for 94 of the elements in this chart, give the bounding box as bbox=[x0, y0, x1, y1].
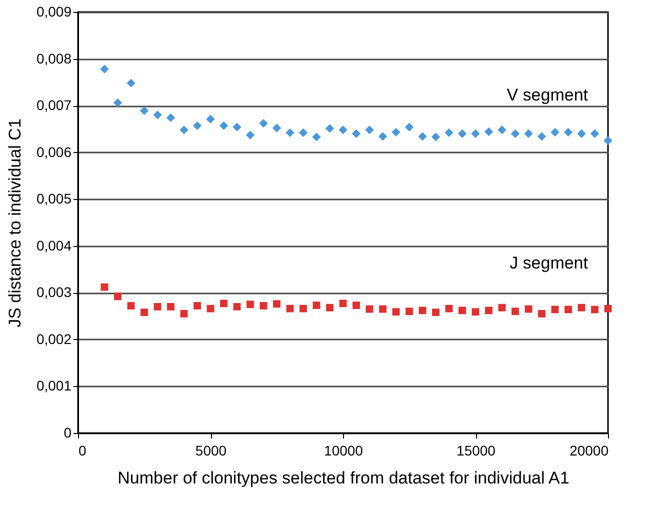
point bbox=[604, 304, 612, 312]
point bbox=[444, 128, 454, 138]
point bbox=[591, 306, 598, 314]
point bbox=[604, 136, 612, 145]
point bbox=[100, 64, 109, 74]
point bbox=[458, 129, 467, 138]
point bbox=[432, 308, 440, 316]
point bbox=[260, 302, 268, 310]
y-tick-label: 0,005 bbox=[36, 190, 72, 207]
point bbox=[154, 302, 162, 310]
point bbox=[378, 132, 388, 141]
point bbox=[325, 124, 334, 133]
point bbox=[510, 129, 520, 138]
point bbox=[498, 304, 506, 312]
point bbox=[392, 308, 400, 316]
point bbox=[484, 127, 494, 136]
point bbox=[392, 128, 400, 137]
point bbox=[339, 300, 347, 308]
point bbox=[352, 302, 360, 310]
point bbox=[471, 129, 480, 138]
point bbox=[140, 308, 148, 316]
x-axis-title: Number of clonitypes selected from dataset for individual A1 bbox=[118, 468, 570, 488]
x-tick-label: 10000 bbox=[324, 442, 364, 458]
y-tick-label: 0,002 bbox=[36, 330, 72, 347]
x-tick-label: 20000 bbox=[570, 442, 609, 458]
y-tick-label: 0,008 bbox=[36, 50, 72, 66]
point bbox=[418, 132, 427, 141]
point bbox=[180, 126, 188, 134]
point bbox=[326, 304, 334, 312]
y-tick-label: 0,009 bbox=[36, 4, 72, 20]
x-tick-label: 15000 bbox=[456, 442, 496, 458]
point bbox=[445, 304, 453, 312]
point bbox=[113, 98, 122, 108]
point bbox=[206, 114, 215, 124]
point bbox=[273, 300, 280, 308]
point bbox=[564, 306, 572, 314]
series-label: J segment bbox=[510, 254, 588, 273]
point bbox=[472, 308, 480, 316]
point bbox=[298, 128, 308, 138]
point bbox=[167, 302, 174, 310]
point bbox=[485, 306, 492, 314]
point bbox=[140, 106, 149, 116]
point bbox=[498, 126, 506, 134]
point bbox=[246, 300, 254, 308]
point bbox=[352, 129, 361, 138]
point bbox=[286, 304, 294, 312]
point bbox=[206, 304, 214, 312]
point bbox=[458, 306, 466, 314]
point bbox=[590, 129, 600, 138]
point bbox=[114, 292, 122, 300]
point bbox=[300, 304, 307, 312]
point bbox=[578, 304, 586, 312]
y-tick-label: 0,006 bbox=[36, 144, 72, 160]
point bbox=[512, 308, 519, 316]
point bbox=[379, 305, 386, 313]
point bbox=[127, 302, 135, 310]
point bbox=[524, 129, 533, 138]
point bbox=[537, 132, 546, 141]
point bbox=[564, 128, 573, 137]
point bbox=[166, 113, 176, 122]
point bbox=[100, 283, 108, 291]
point bbox=[418, 306, 426, 314]
y-tick-label: 0 bbox=[64, 424, 72, 440]
point bbox=[272, 124, 282, 132]
point bbox=[538, 310, 546, 318]
x-tick-label: 0 bbox=[78, 442, 86, 458]
point bbox=[431, 132, 440, 142]
point bbox=[194, 302, 201, 310]
x-tick-label: 5000 bbox=[195, 442, 227, 458]
point bbox=[365, 126, 374, 134]
point bbox=[404, 122, 414, 132]
point bbox=[180, 310, 188, 318]
point bbox=[232, 122, 242, 132]
point bbox=[550, 128, 560, 137]
y-tick-label: 0,004 bbox=[36, 237, 72, 254]
y-tick-label: 0,001 bbox=[36, 378, 72, 394]
point bbox=[312, 302, 320, 310]
point bbox=[219, 121, 228, 130]
point bbox=[233, 302, 241, 310]
point bbox=[153, 110, 162, 120]
point bbox=[406, 308, 413, 316]
point bbox=[220, 300, 228, 308]
y-axis-title: JS distance to individual C1 bbox=[5, 118, 24, 328]
point bbox=[286, 128, 294, 138]
point bbox=[338, 126, 348, 134]
y-tick-label: 0,007 bbox=[36, 97, 72, 114]
y-tick-label: 0,003 bbox=[36, 284, 72, 300]
point bbox=[577, 129, 586, 138]
point bbox=[246, 130, 255, 140]
point bbox=[259, 119, 268, 128]
series-label: V segment bbox=[506, 86, 588, 105]
point bbox=[126, 78, 136, 88]
point bbox=[192, 121, 202, 130]
point bbox=[312, 132, 321, 142]
